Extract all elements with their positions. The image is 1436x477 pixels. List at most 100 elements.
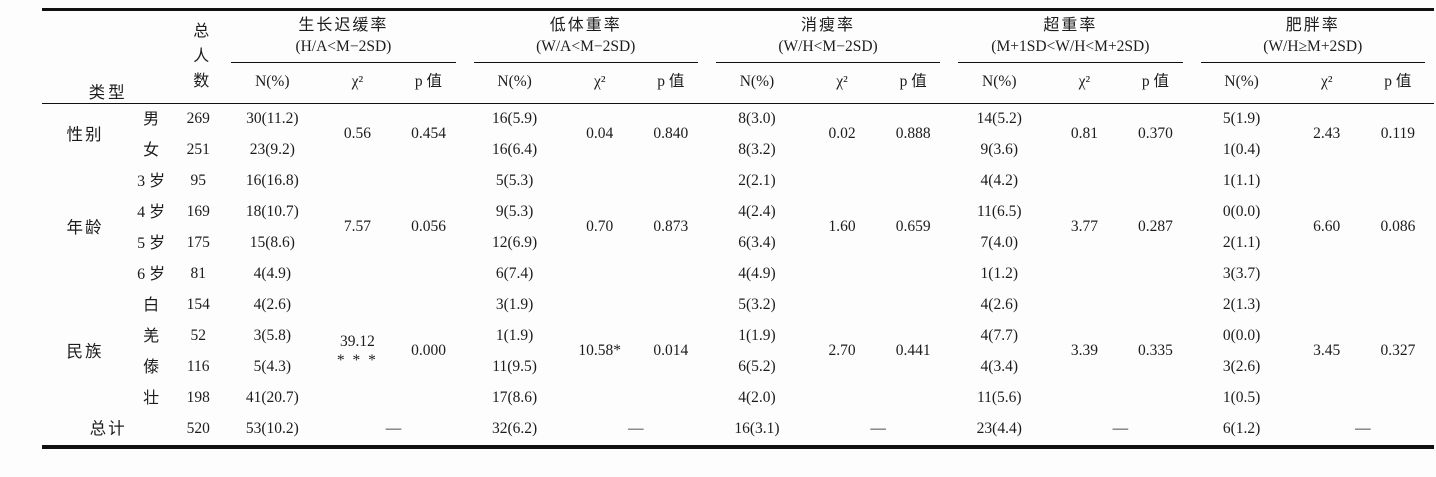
chi-col-header: χ² — [1291, 62, 1362, 104]
n-cell: 16(6.4) — [492, 140, 538, 158]
n-cell: 2(1.3) — [1222, 295, 1261, 313]
n-col-header: N(%) — [1191, 62, 1292, 104]
p-cell: 0.327 — [1380, 342, 1416, 360]
chi-cell: 6.60 — [1313, 218, 1341, 236]
n-col-header: N(%) — [464, 62, 565, 104]
n-cell: 16(5.9) — [492, 109, 538, 127]
total-cell: 175 — [186, 233, 210, 251]
n-cell: 4(3.4) — [980, 357, 1018, 375]
n-cell: 4(2.6) — [980, 295, 1018, 313]
chi-col-header: χ² — [564, 62, 635, 104]
n-col-header: N(%) — [949, 62, 1050, 104]
chi-cell: 0.02 — [828, 125, 856, 143]
total-count-header: 总人数 — [174, 9, 223, 104]
n-cell: 16(3.1) — [734, 419, 780, 437]
table-row: 壮 198 41(20.7) 17(8.6) 4(2.0) 11(5.6) 1(… — [42, 383, 1434, 414]
n-cell: 3(2.6) — [1222, 357, 1261, 375]
p-cell: 0.888 — [895, 125, 931, 143]
p-col-header: p 值 — [1119, 62, 1192, 104]
significance-stars: * * * — [336, 351, 378, 369]
total-cell: 81 — [190, 264, 206, 282]
group-title: 超重率 — [1043, 17, 1098, 34]
table-row: 民族 白 154 4(2.6) 39.12 * * * 0.000 3(1.9) … — [42, 290, 1434, 369]
n-cell: 1(1.2) — [980, 264, 1018, 282]
table-row: 年龄 3 岁 95 16(16.8) 7.57 0.056 5(5.3) 0.7… — [42, 166, 1434, 237]
sub-label: 6 岁 — [137, 265, 166, 283]
p-cell: 0.119 — [1380, 125, 1416, 143]
n-cell: 4(4.2) — [980, 171, 1018, 189]
chi-value: 39.12 — [339, 333, 375, 351]
table-row: 女 251 23(9.2) 16(6.4) 8(3.2) 9(3.6) 1(0.… — [42, 135, 1434, 166]
chi-col-header: χ² — [807, 62, 878, 104]
total-cell: 198 — [186, 388, 210, 406]
n-cell: 2(1.1) — [1222, 233, 1261, 251]
n-cell: 3(1.9) — [495, 295, 534, 313]
chi-cell: 3.39 — [1070, 342, 1098, 360]
table-row: 性别 男 269 30(11.2) 0.56 0.454 16(5.9) 0.0… — [42, 103, 1434, 144]
n-cell: 4(4.9) — [738, 264, 776, 282]
n-cell: 1(1.9) — [738, 326, 776, 344]
n-cell: 6(7.4) — [495, 264, 534, 282]
p-cell: 0.086 — [1380, 218, 1416, 236]
chi-cell: 3.45 — [1313, 342, 1341, 360]
n-cell: 0(0.0) — [1222, 326, 1261, 344]
n-cell: 5(3.2) — [738, 295, 776, 313]
sub-label: 3 岁 — [137, 172, 166, 190]
total-cell: 251 — [186, 140, 210, 158]
total-cell: 169 — [186, 202, 210, 220]
n-cell: 14(5.2) — [976, 109, 1022, 127]
group-header-inner: 低体重率 (W/A<M−2SD) — [473, 16, 698, 63]
n-cell: 6(5.2) — [738, 357, 776, 375]
type-header: 类型 — [42, 9, 175, 104]
band-label-ethnicity: 民族 — [66, 341, 104, 361]
table-row: 羌 52 3(5.8) 1(1.9) 1(1.9) 4(7.7) 0(0.0) — [42, 321, 1434, 352]
n-cell: 30(11.2) — [246, 109, 299, 127]
n-cell: 5(5.3) — [495, 171, 534, 189]
chi-col-header: χ² — [1049, 62, 1120, 104]
total-count-header-text: 总人数 — [190, 22, 208, 98]
group-formula: (W/H<M−2SD) — [778, 38, 878, 56]
group-header-overweight: 超重率 (M+1SD<W/H<M+2SD) — [949, 10, 1191, 63]
header-sub-row: N(%) χ² p 值 N(%) χ² p 值 N(%) χ² p 值 N(%)… — [42, 62, 1434, 104]
n-cell: 53(10.2) — [245, 419, 299, 437]
chi-cell: 1.60 — [828, 218, 856, 236]
table-row: 4 岁 169 18(10.7) 9(5.3) 4(2.4) 11(6.5) 0… — [42, 197, 1434, 228]
table-body: 性别 男 269 30(11.2) 0.56 0.454 16(5.9) 0.0… — [42, 103, 1434, 447]
n-cell: 41(20.7) — [245, 388, 299, 406]
p-cell: 0.454 — [411, 125, 446, 143]
group-header-underweight: 低体重率 (W/A<M−2SD) — [465, 10, 707, 63]
group-formula: (W/A<M−2SD) — [536, 38, 636, 56]
n-cell: 12(6.9) — [492, 233, 538, 251]
sub-label: 傣 — [143, 358, 160, 376]
n-cell: 4(2.0) — [738, 388, 776, 406]
group-header-inner: 肥胖率 (W/H≥M+2SD) — [1200, 16, 1425, 63]
group-title: 肥胖率 — [1285, 17, 1340, 34]
dash-cell: — — [1355, 419, 1371, 437]
table-header: 类型 总人数 生长迟缓率 (H/A<M−2SD) 低体重率 (W/A<M−2SD… — [42, 9, 1434, 104]
p-cell: 0.441 — [895, 342, 931, 360]
total-cell: 520 — [186, 419, 210, 437]
sub-label: 4 岁 — [137, 203, 166, 221]
sub-label: 男 — [143, 110, 160, 128]
total-cell: 154 — [186, 295, 210, 313]
n-col-header: N(%) — [222, 62, 323, 104]
dash-cell: — — [385, 419, 402, 437]
sub-label: 壮 — [143, 389, 160, 407]
p-cell: 0.335 — [1138, 342, 1173, 360]
group-title: 低体重率 — [549, 17, 622, 34]
n-cell: 5(1.9) — [1222, 109, 1261, 127]
p-cell: 0.873 — [653, 218, 689, 236]
chi-cell: 2.43 — [1313, 125, 1341, 143]
p-cell: 0.287 — [1138, 218, 1173, 236]
total-row-label: 总计 — [89, 419, 127, 439]
p-col-header: p 值 — [1361, 62, 1434, 104]
sub-label: 女 — [143, 141, 160, 159]
table-row: 6 岁 81 4(4.9) 6(7.4) 4(4.9) 1(1.2) 3(3.7… — [42, 259, 1434, 290]
chi-cell: 0.81 — [1070, 125, 1098, 143]
n-cell: 4(2.4) — [738, 202, 776, 220]
dash-cell: — — [1112, 419, 1129, 437]
p-cell: 0.659 — [895, 218, 931, 236]
band-label-gender: 性别 — [66, 124, 104, 144]
n-cell: 4(4.9) — [253, 264, 292, 282]
